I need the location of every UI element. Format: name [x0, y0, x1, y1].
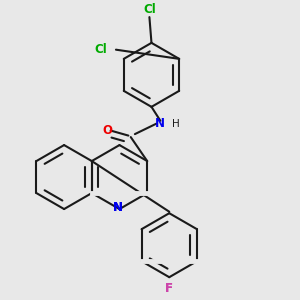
Text: O: O [102, 124, 112, 137]
Text: Cl: Cl [94, 43, 107, 56]
Text: H: H [172, 119, 179, 129]
Text: F: F [165, 282, 173, 295]
Text: N: N [155, 117, 165, 130]
Text: Cl: Cl [143, 3, 156, 16]
Text: N: N [113, 201, 123, 214]
Text: F: F [165, 282, 173, 295]
Text: N: N [113, 201, 123, 214]
